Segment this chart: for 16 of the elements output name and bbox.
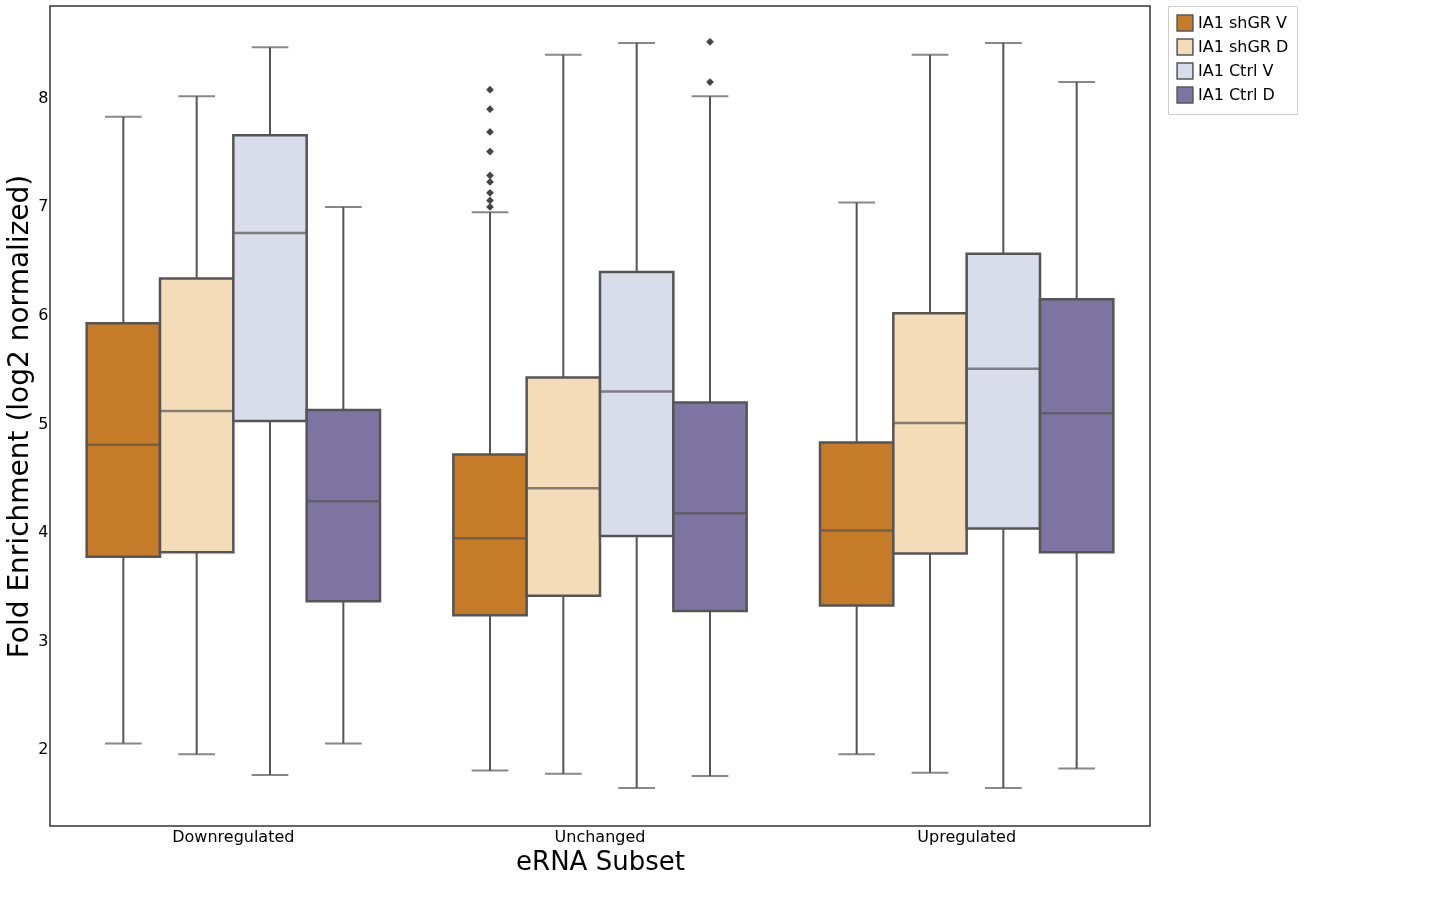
legend-label: IA1 shGR V [1198,13,1288,32]
x-axis-title: eRNA Subset [516,845,685,876]
y-tick-label: 8 [38,87,49,107]
legend-label: IA1 shGR D [1198,37,1289,56]
x-tick-label: Unchanged [554,826,646,846]
legend-label: IA1 Ctrl V [1198,61,1274,80]
y-tick-label: 3 [38,630,49,650]
y-axis-title: Fold Enrichment (log2 normalized) [2,174,36,659]
y-tick-label: 4 [38,522,49,542]
x-tick-label: Downregulated [172,826,295,846]
y-tick-label: 6 [38,304,49,324]
y-tick-label: 5 [38,413,49,433]
y-tick-label: 2 [38,739,49,759]
x-tick-label: Upregulated [917,826,1017,846]
y-tick-label: 7 [38,196,49,216]
legend-label: IA1 Ctrl D [1198,85,1275,104]
